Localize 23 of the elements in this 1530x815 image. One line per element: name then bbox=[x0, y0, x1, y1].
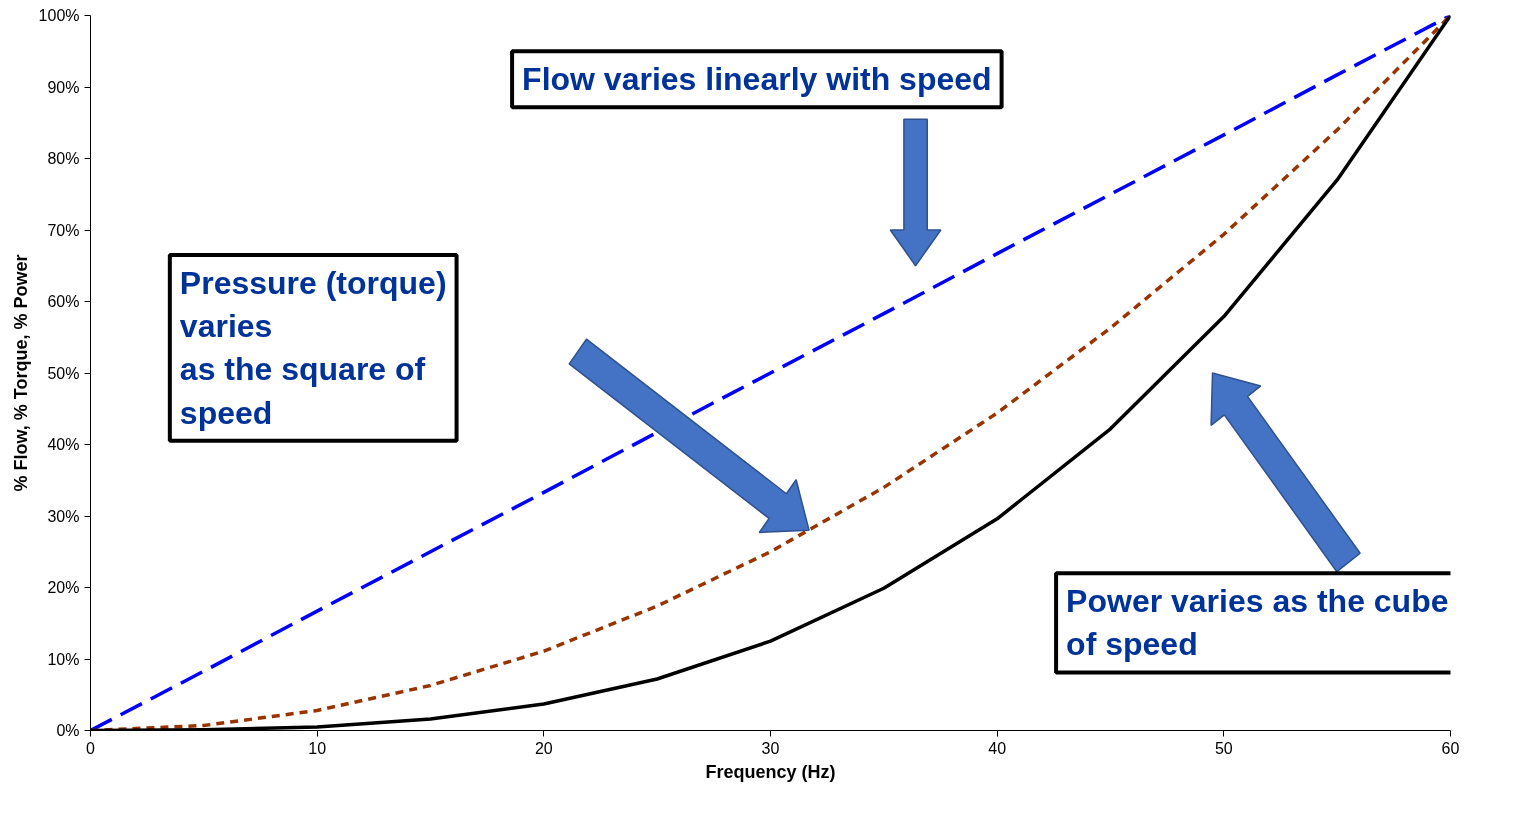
y-tick-label: 80% bbox=[47, 150, 80, 167]
x-tick-label: 40 bbox=[988, 739, 1007, 757]
x-tick-label: 50 bbox=[1214, 739, 1233, 757]
x-tick-label: 0 bbox=[86, 739, 96, 757]
y-tick-label: 90% bbox=[47, 78, 80, 96]
annotation: Pressure (torque) varies as the square of speed bbox=[179, 265, 447, 431]
y-tick-label: 100% bbox=[38, 7, 80, 24]
y-tick-label: 0% bbox=[56, 722, 80, 739]
y-tick-label: 30% bbox=[47, 507, 80, 525]
y-tick-label: 50% bbox=[47, 364, 80, 382]
y-tick-label: 70% bbox=[47, 221, 80, 239]
y-tick-label: 10% bbox=[47, 650, 80, 668]
annotation: Power varies as the cube of speed bbox=[1066, 583, 1449, 663]
y-tick-label: 40% bbox=[47, 436, 80, 453]
x-tick-label: 10 bbox=[308, 739, 327, 757]
annotation: Flow varies linearly with speed bbox=[522, 61, 992, 98]
x-tick-label: 30 bbox=[761, 739, 780, 757]
x-axis-title: Frequency (Hz) bbox=[705, 761, 836, 782]
x-tick-label: 60 bbox=[1441, 739, 1460, 757]
y-tick-label: 20% bbox=[47, 579, 80, 596]
y-axis-title: % Flow, % Torque, % Power bbox=[10, 254, 31, 492]
x-tick-label: 20 bbox=[534, 739, 553, 757]
y-tick-label: 60% bbox=[47, 293, 80, 310]
